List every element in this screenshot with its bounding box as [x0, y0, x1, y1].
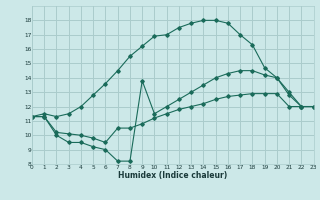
X-axis label: Humidex (Indice chaleur): Humidex (Indice chaleur)	[118, 171, 228, 180]
